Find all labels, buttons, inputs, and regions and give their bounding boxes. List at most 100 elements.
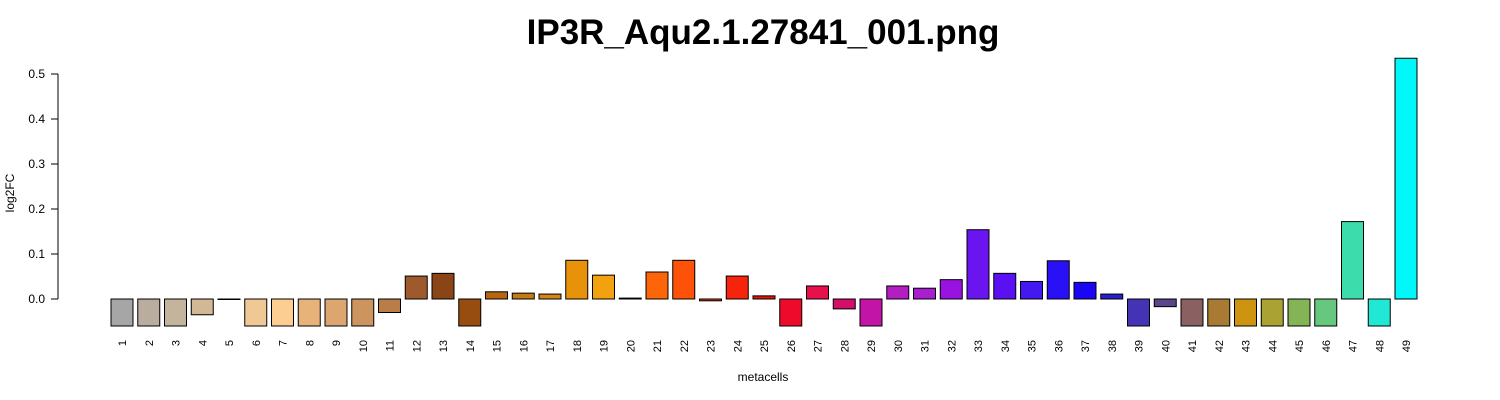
x-tick-label: 9 — [331, 340, 343, 346]
x-tick-label: 32 — [946, 340, 958, 352]
bar-2 — [137, 298, 161, 327]
bar-46 — [1314, 298, 1338, 327]
x-tick-label: 31 — [920, 340, 932, 352]
bar-48 — [1367, 298, 1391, 327]
x-tick-label: 21 — [652, 340, 664, 352]
bar-30 — [886, 285, 910, 300]
bar-4 — [190, 298, 214, 316]
x-tick-label: 27 — [813, 340, 825, 352]
bar-1 — [110, 298, 134, 327]
bar-35 — [1020, 280, 1043, 300]
x-tick-label: 18 — [572, 340, 584, 352]
x-tick-label: 11 — [385, 340, 397, 351]
bar-43 — [1234, 298, 1257, 327]
x-tick-label: 48 — [1374, 340, 1386, 352]
y-axis: 0.0 0.1 0.2 0.3 0.4 0.5 — [28, 67, 59, 306]
x-tick-label: 22 — [679, 340, 691, 352]
bar-31 — [913, 287, 936, 300]
x-tick-label: 29 — [866, 340, 878, 352]
bar-42 — [1207, 298, 1231, 327]
bar-24 — [725, 275, 749, 300]
x-tick-label: 38 — [1107, 340, 1119, 352]
y-tick-label: 0.0 — [28, 292, 45, 306]
x-tick-label: 15 — [492, 340, 504, 352]
bar-17 — [538, 293, 562, 300]
x-tick-label: 4 — [197, 340, 209, 346]
y-tick-label: 0.1 — [28, 247, 45, 261]
bar-19 — [592, 274, 615, 300]
bar-47 — [1341, 221, 1364, 300]
bar-33 — [966, 229, 990, 300]
x-tick-label: 30 — [893, 340, 905, 352]
x-tick-label: 14 — [465, 340, 477, 352]
x-tick-label: 28 — [839, 340, 851, 352]
x-tick-label: 47 — [1348, 340, 1360, 352]
y-tick-label: 0.5 — [28, 67, 45, 81]
bar-28 — [832, 298, 856, 310]
x-tick-label: 37 — [1080, 340, 1092, 352]
bars-group — [110, 57, 1418, 327]
x-tick-label: 33 — [973, 340, 985, 352]
x-axis-label: metacells — [738, 370, 789, 384]
bar-49 — [1394, 57, 1418, 300]
bar-34 — [993, 272, 1017, 300]
bar-45 — [1287, 298, 1311, 327]
bar-13 — [431, 272, 455, 300]
bar-20 — [618, 297, 642, 300]
bar-41 — [1180, 298, 1204, 327]
x-tick-label: 20 — [625, 340, 637, 352]
bar-23 — [699, 298, 722, 302]
x-tick-label: 43 — [1241, 340, 1253, 352]
y-tick-label: 0.4 — [28, 112, 45, 126]
bar-38 — [1100, 293, 1124, 300]
x-tick-label: 49 — [1401, 340, 1413, 352]
x-tick-label: 39 — [1134, 340, 1146, 352]
bar-12 — [404, 275, 428, 300]
x-tick-label: 35 — [1027, 340, 1039, 352]
bar-15 — [485, 291, 508, 300]
bar-14 — [458, 298, 482, 327]
bar-40 — [1153, 298, 1177, 308]
x-tick-label: 6 — [251, 340, 263, 346]
x-tick-label: 5 — [224, 340, 236, 346]
x-tick-label: 2 — [144, 340, 156, 346]
x-tick-label: 3 — [171, 340, 183, 346]
x-tick-label: 46 — [1321, 340, 1333, 352]
x-tick-label: 24 — [732, 340, 744, 352]
bar-36 — [1046, 260, 1070, 300]
x-tick-label: 7 — [278, 340, 290, 346]
x-tick-label: 10 — [358, 340, 370, 352]
bar-18 — [565, 259, 589, 300]
x-tick-label: 1 — [117, 340, 129, 346]
x-tick-label: 34 — [1000, 340, 1012, 352]
x-tick-label: 19 — [599, 340, 611, 352]
bar-22 — [672, 259, 696, 300]
x-tick-label: 23 — [706, 340, 718, 352]
x-tick-label: 36 — [1053, 340, 1065, 352]
x-tick-label: 44 — [1267, 340, 1279, 352]
bar-9 — [324, 298, 348, 327]
y-tick-label: 0.2 — [28, 202, 45, 216]
y-axis-label: log2FC — [3, 173, 17, 212]
x-tick-label: 41 — [1187, 340, 1199, 352]
x-tick-label: 13 — [438, 340, 450, 352]
bar-44 — [1260, 298, 1284, 327]
x-tick-label: 45 — [1294, 340, 1306, 352]
x-tick-label: 16 — [518, 340, 530, 352]
x-tick-label: 40 — [1160, 340, 1172, 352]
bar-10 — [351, 298, 375, 327]
bar-7 — [271, 298, 294, 327]
category-labels: 1 2 3 4 5 6 7 8 9 10 11 12 13 14 15 16 17 18 19 20 21 22 23 24 2… — [117, 340, 1413, 352]
x-tick-label: 17 — [545, 340, 557, 352]
bar-3 — [164, 298, 187, 327]
bar-25 — [752, 295, 776, 300]
bar-8 — [297, 298, 321, 327]
x-tick-label: 8 — [304, 340, 316, 346]
bar-26 — [779, 298, 803, 327]
bar-21 — [645, 271, 669, 300]
x-tick-label: 12 — [411, 340, 423, 352]
bar-29 — [859, 298, 883, 327]
bar-27 — [806, 285, 829, 300]
chart-title: IP3R_Aqu2.1.27841_001.png — [527, 13, 1000, 52]
